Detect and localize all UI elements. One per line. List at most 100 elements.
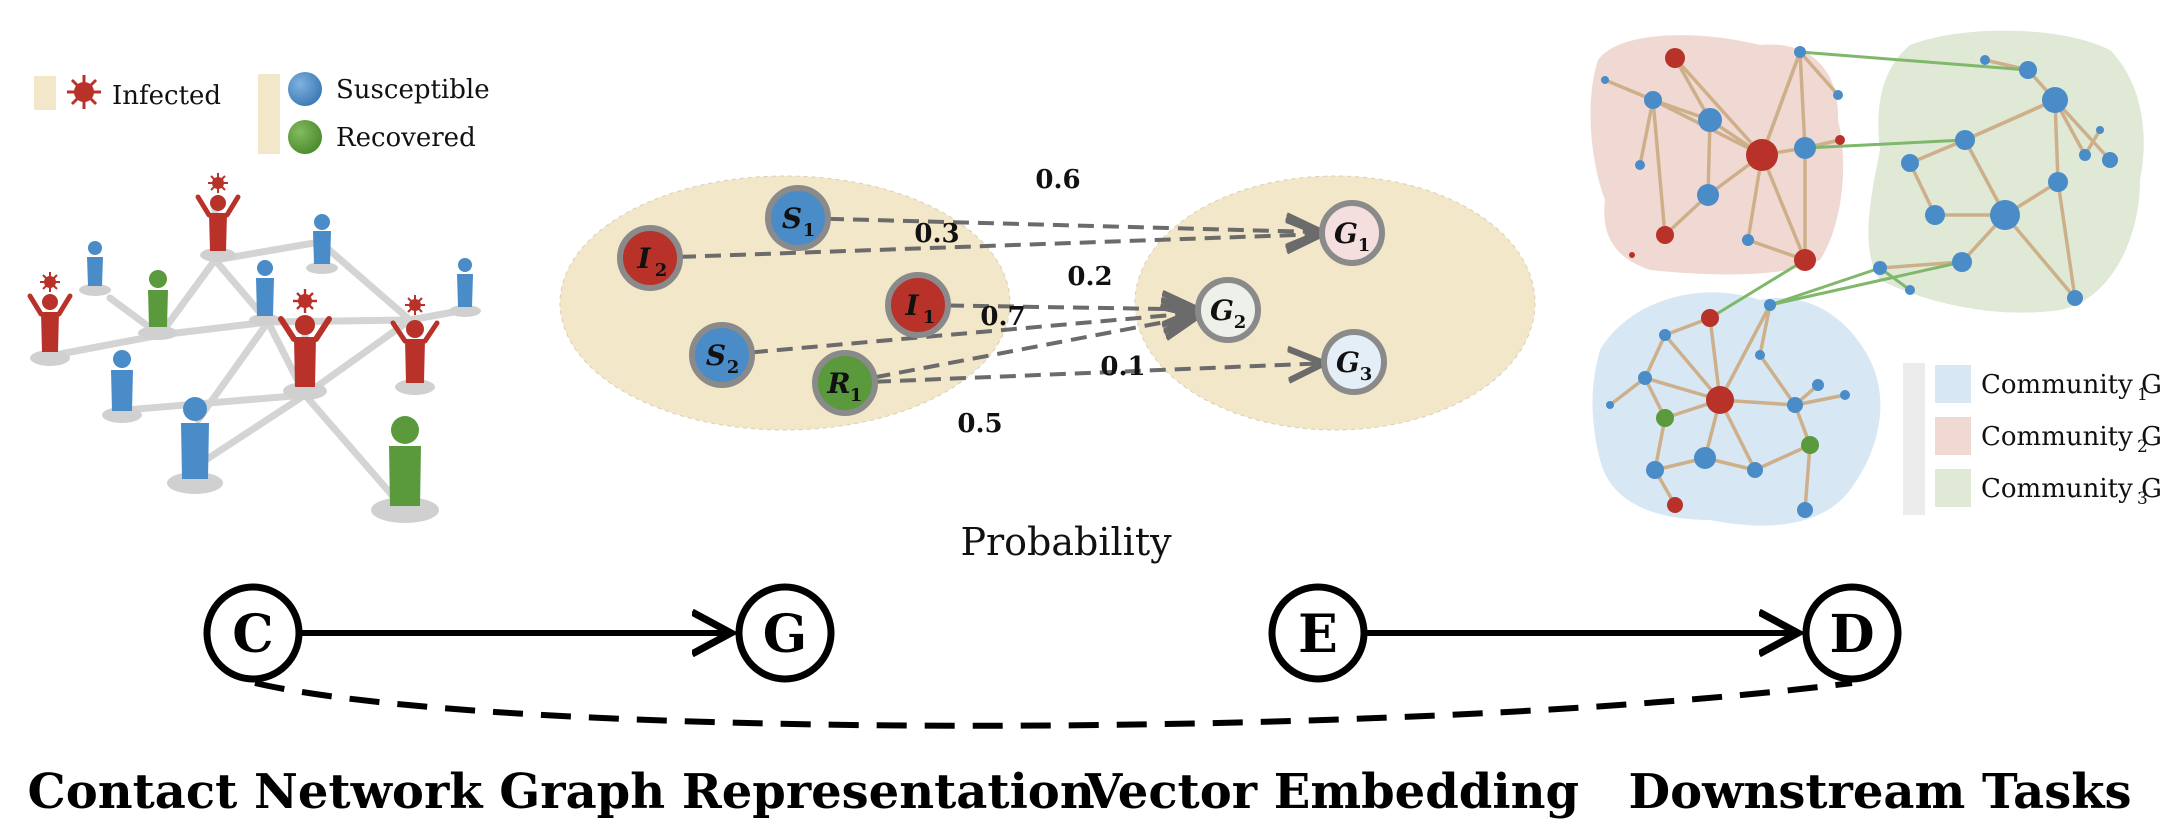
community-edges bbox=[1604, 50, 2112, 511]
label-vector-embedding: Vector Embedding bbox=[1084, 764, 1579, 820]
community-node bbox=[1667, 497, 1683, 513]
community-node bbox=[1835, 135, 1845, 145]
person-susceptible-icon bbox=[249, 260, 281, 326]
svg-text:G: G bbox=[763, 604, 807, 665]
community-node bbox=[2096, 126, 2104, 134]
community-g1-swatch bbox=[1935, 365, 1971, 403]
community-node bbox=[1794, 46, 1806, 58]
label-downstream-tasks: Downstream Tasks bbox=[1628, 764, 2131, 820]
community-g1-subscript: 1 bbox=[2137, 385, 2148, 405]
group-node-subscript: 3 bbox=[1360, 364, 1373, 385]
community-node bbox=[1905, 285, 1915, 295]
community-node bbox=[2048, 172, 2068, 192]
inter-community-edge bbox=[1709, 258, 1806, 320]
group-node-subscript: 2 bbox=[1234, 312, 1247, 333]
community-edge bbox=[2053, 99, 2060, 183]
community-node bbox=[1840, 390, 1850, 400]
community-edge bbox=[1706, 119, 1712, 196]
group-node-letter: G bbox=[1210, 294, 1234, 327]
community-node bbox=[1990, 200, 2020, 230]
label-contact-network: Contact Network bbox=[28, 764, 485, 820]
community-node bbox=[1635, 160, 1645, 170]
legend-recovered-label: Recovered bbox=[336, 123, 476, 153]
community-node bbox=[1656, 226, 1674, 244]
community-g3-swatch bbox=[1935, 469, 1971, 507]
community-edge bbox=[1803, 444, 1812, 511]
community-node bbox=[2067, 290, 2083, 306]
state-node-subscript: 1 bbox=[923, 307, 936, 328]
community-node bbox=[1697, 184, 1719, 206]
svg-text:E: E bbox=[1298, 604, 1338, 665]
person-susceptible-icon bbox=[167, 397, 223, 494]
community-nodes bbox=[1601, 46, 2118, 518]
community-node bbox=[1925, 205, 1945, 225]
svg-text:C: C bbox=[232, 604, 273, 665]
person-susceptible-icon bbox=[102, 350, 142, 423]
edge-prob-label: 0.7 bbox=[980, 302, 1025, 332]
community-edge bbox=[1798, 50, 1840, 97]
node-e: E bbox=[1268, 583, 1368, 683]
community-node bbox=[1706, 386, 1734, 414]
community-edge bbox=[1879, 260, 1963, 270]
legend-infected-label: Infected bbox=[112, 81, 221, 111]
person-recovered-icon bbox=[371, 416, 439, 523]
group-node-letter: G bbox=[1336, 346, 1360, 379]
community-g1-region bbox=[1592, 292, 1881, 526]
community-g2-swatch bbox=[1935, 417, 1971, 455]
node-g: G bbox=[735, 583, 835, 683]
legend-left: Infected Susceptible Recovered bbox=[34, 72, 490, 154]
state-node-letter: S bbox=[706, 339, 726, 372]
community-edge bbox=[1760, 51, 1802, 156]
person-infected-icon bbox=[390, 295, 440, 395]
community-edge bbox=[1663, 333, 1722, 402]
community-edge bbox=[1964, 98, 2056, 142]
community-node bbox=[1797, 502, 1813, 518]
community-node bbox=[1606, 401, 1614, 409]
community-node bbox=[1794, 137, 1816, 159]
state-node-letter: I bbox=[904, 289, 919, 322]
edge-prob-label: 0.6 bbox=[1035, 165, 1080, 195]
community-node bbox=[1955, 130, 1975, 150]
probability-graph: S 1I 2I 1S 2 R 1G 1G 2G 3 0.60.30.20.70.10.5 Prob… bbox=[559, 165, 1536, 564]
probability-labels: 0.6 0.3 0.2 0.7 0.1 0.5 bbox=[914, 165, 1145, 439]
person-infected-icon bbox=[278, 289, 332, 400]
inter-community-edge bbox=[1799, 50, 2029, 72]
community-node bbox=[1755, 350, 1765, 360]
edge-i2-g1 bbox=[679, 234, 1318, 259]
community-edge bbox=[1758, 353, 1797, 407]
person-susceptible-icon bbox=[79, 241, 111, 296]
community-node bbox=[1873, 261, 1887, 275]
community-g3-subscript: 3 bbox=[2137, 489, 2148, 509]
community-g3-region bbox=[1868, 30, 2144, 313]
community-edge bbox=[2003, 213, 2077, 300]
community-node bbox=[1644, 91, 1662, 109]
skip-connection-dashed-arrow bbox=[254, 680, 1853, 729]
community-g2-subscript: 2 bbox=[2137, 437, 2148, 457]
edge-prob-label: 0.2 bbox=[1067, 262, 1112, 292]
community-node bbox=[1694, 447, 1716, 469]
community-edge bbox=[1643, 334, 1667, 379]
community-g1-label: Community G G bbox=[1981, 370, 2168, 400]
state-node-subscript: 1 bbox=[850, 385, 863, 406]
edge-i1-g2 bbox=[947, 305, 1194, 309]
community-node bbox=[1801, 436, 1819, 454]
community-node bbox=[1665, 48, 1685, 68]
community-edge bbox=[1673, 56, 1764, 157]
community-node bbox=[1747, 462, 1763, 478]
state-node-subscript: 2 bbox=[727, 357, 740, 378]
community-edge bbox=[1608, 376, 1647, 407]
svg-text:D: D bbox=[1829, 604, 1874, 665]
community-node bbox=[1901, 154, 1919, 172]
community-g3-label: Community G bbox=[1981, 474, 2162, 504]
group-node-subscript: 1 bbox=[1358, 235, 1371, 256]
community-node bbox=[1646, 461, 1664, 479]
community-node bbox=[1701, 309, 1719, 327]
susceptible-dot-icon bbox=[288, 72, 322, 106]
